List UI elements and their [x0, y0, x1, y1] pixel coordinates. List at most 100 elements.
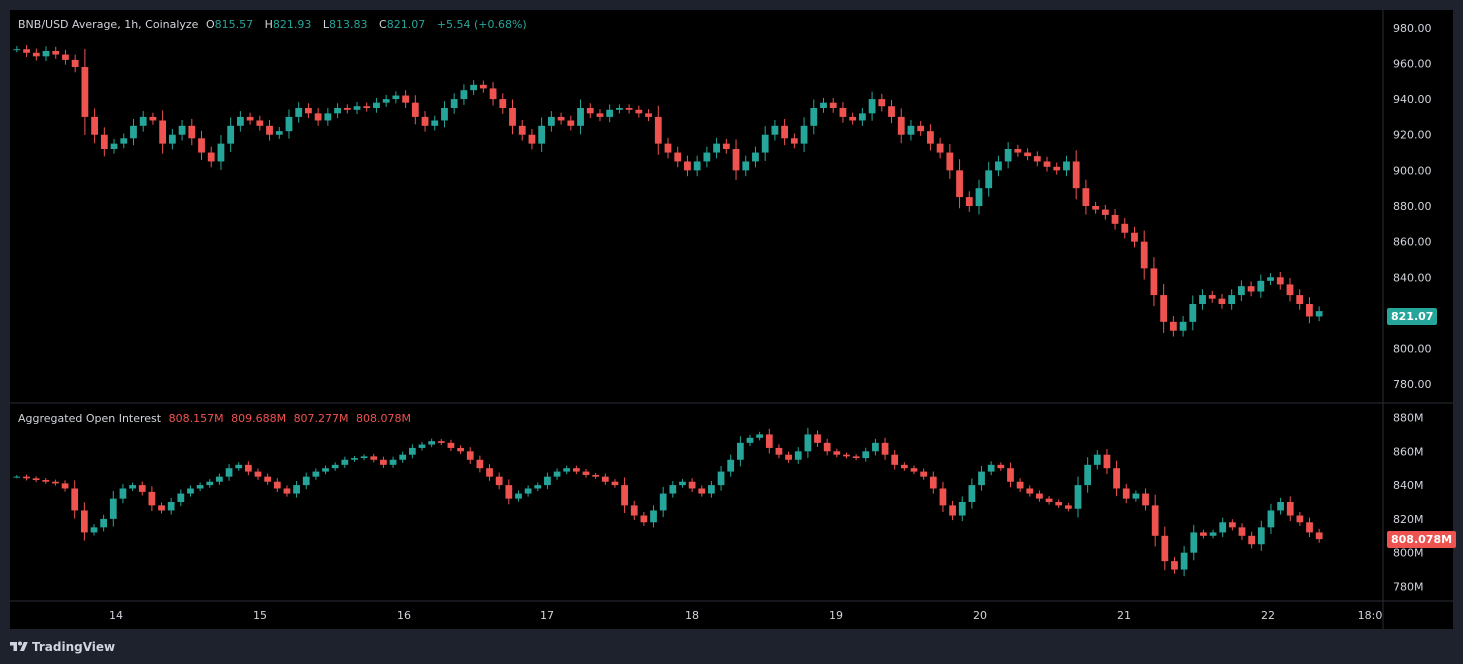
price-candle-body — [645, 113, 652, 117]
oi-candle-body — [640, 515, 648, 523]
price-y-tick-label: 780.00 — [1393, 378, 1432, 391]
price-y-tick-label: 920.00 — [1393, 129, 1432, 142]
oi-candle-body — [1064, 505, 1072, 509]
oi-candle-body — [341, 459, 349, 465]
oi-y-tick-label: 800M — [1393, 547, 1424, 560]
oi-candle-body — [592, 474, 600, 477]
price-candle-body — [897, 116, 905, 135]
price-candle-body — [314, 113, 322, 121]
price-y-tick-label: 860.00 — [1393, 236, 1432, 249]
oi-candle-body — [1306, 522, 1313, 533]
oi-candle-body — [1074, 485, 1082, 509]
price-candle-body — [392, 95, 400, 100]
price-candle-body — [110, 143, 118, 149]
oi-candle-body — [466, 451, 474, 460]
oi-candle-body — [1190, 532, 1198, 553]
price-candle-body — [81, 67, 89, 117]
oi-candle-body — [148, 491, 156, 506]
price-candle-body — [71, 59, 79, 68]
oi-candle-body — [1142, 493, 1149, 506]
oi-candle-body — [611, 481, 619, 486]
x-tick-label: 19 — [829, 609, 843, 622]
tradingview-footer[interactable]: TradingView — [10, 637, 115, 657]
oi-candle-body — [32, 478, 40, 481]
oi-candle-body — [1055, 502, 1063, 506]
price-y-tick-label: 900.00 — [1393, 164, 1432, 177]
oi-candle-body — [987, 464, 995, 472]
high-value: 821.93 — [272, 18, 312, 31]
price-candle-body — [839, 108, 847, 117]
price-candle-body — [324, 113, 332, 121]
oi-candle-body — [1248, 535, 1256, 545]
oi-candle-body — [90, 527, 98, 533]
oi-open-value: 808.157M — [168, 412, 224, 425]
oi-candle-body — [187, 488, 194, 494]
open-value: 815.57 — [214, 18, 254, 31]
oi-candle-body — [13, 476, 21, 478]
price-candle-body — [178, 125, 186, 135]
oi-candle-body — [129, 485, 136, 489]
price-candle-body — [1004, 148, 1012, 162]
price-candle-body — [1228, 295, 1236, 304]
price-candle-body — [742, 161, 750, 171]
price-candle-body — [120, 138, 128, 144]
oi-candle-body — [437, 441, 445, 443]
price-candle-body — [1199, 295, 1206, 304]
oi-candle-body — [524, 488, 532, 494]
x-tick-label: 20 — [973, 609, 987, 622]
oi-candle-body — [167, 502, 175, 511]
price-candle-body — [1150, 268, 1158, 296]
price-candle-body — [1121, 223, 1129, 233]
price-candle-body — [188, 125, 196, 139]
price-y-tick-label: 880.00 — [1393, 200, 1432, 213]
price-candle-body — [781, 125, 789, 139]
price-candle-body — [207, 152, 215, 162]
price-candle-body — [32, 52, 40, 57]
oi-candle-body — [389, 459, 397, 465]
price-y-tick-label: 960.00 — [1393, 57, 1432, 70]
oi-candle-body — [351, 458, 358, 460]
oi-candle-body — [312, 471, 320, 477]
x-tick-label: 17 — [540, 609, 554, 622]
x-tick-label: 14 — [109, 609, 123, 622]
price-candle-body — [995, 161, 1002, 171]
oi-title: Aggregated Open Interest — [18, 412, 162, 425]
oi-candle-body — [71, 488, 79, 511]
oi-candle-body — [1093, 454, 1101, 465]
oi-candle-body — [216, 476, 223, 482]
price-candle-body — [606, 109, 614, 117]
symbol-label: BNB/USD Average, 1h, Coinalyze — [18, 18, 199, 31]
price-candle-body — [1053, 166, 1061, 171]
close-value: 821.07 — [386, 18, 426, 31]
oi-candle-body — [235, 464, 243, 469]
price-candle-body — [674, 152, 682, 162]
price-candle-body — [1218, 298, 1226, 304]
oi-candle-body — [621, 485, 628, 506]
chart-canvas[interactable]: 980.00 960.00 940.00 920.00 900.00 880.00 860.… — [10, 10, 1453, 629]
oi-candle-body — [688, 481, 696, 489]
oi-candle-body — [1084, 464, 1092, 486]
oi-candle-body — [920, 471, 928, 477]
oi-candle-body — [1219, 522, 1227, 533]
close-label: C — [379, 18, 387, 31]
price-y-tick-label: 980.00 — [1393, 22, 1432, 35]
low-value: 813.83 — [329, 18, 368, 31]
oi-candle-body — [1007, 468, 1014, 482]
oi-legend: Aggregated Open Interest 808.157M 809.68… — [18, 412, 415, 425]
price-candle-body — [373, 102, 380, 108]
oi-candle-body — [544, 476, 551, 486]
oi-candle-body — [958, 502, 966, 516]
price-candle-body — [1237, 286, 1245, 296]
oi-candle-body — [399, 454, 407, 460]
oi-candle-body — [515, 493, 522, 499]
chart-frame[interactable]: 980.00 960.00 940.00 920.00 900.00 880.00 860.… — [10, 10, 1457, 629]
x-tick-label: 16 — [397, 609, 411, 622]
price-candle-body — [538, 125, 546, 144]
price-candle-body — [664, 143, 672, 153]
price-candle-body — [1140, 241, 1148, 269]
oi-candle-body — [1209, 532, 1217, 536]
price-candle-body — [917, 125, 925, 132]
price-candle-body — [1092, 206, 1100, 210]
oi-candle-body — [1103, 454, 1111, 469]
oi-candle-body — [225, 468, 233, 477]
